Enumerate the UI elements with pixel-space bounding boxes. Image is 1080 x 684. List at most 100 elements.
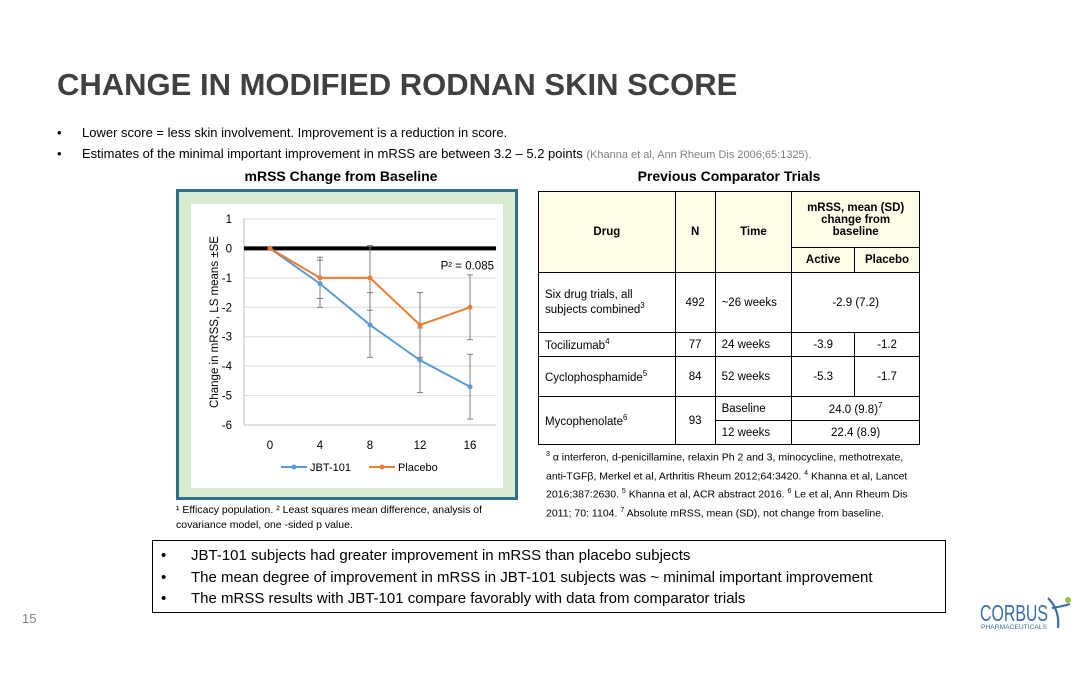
y-axis-label: Change in mRSS, LS means ±SE (209, 236, 221, 408)
cell-time: 52 weeks (714, 356, 793, 397)
x-tick-label: 16 (464, 440, 477, 452)
table-row: Cyclophosphamide5 84 52 weeks -5.3 -1.7 (538, 356, 920, 397)
summary-box: • JBT-101 subjects had greater improveme… (152, 540, 946, 613)
header-mrss: mRSS, mean (SD) change from baseline (791, 191, 920, 248)
cell-drug: Six drug trials, all subjects combined3 (538, 272, 676, 333)
p-value-annotation: P² = 0.085 (441, 260, 494, 272)
footnote-text: Khanna et al, ACR abstract 2016. (625, 488, 788, 501)
bullet-dot: • (161, 568, 167, 586)
table-row: Tocilizumab4 77 24 weeks -3.9 -1.2 (538, 332, 920, 357)
data-point (317, 275, 323, 281)
data-point (467, 304, 473, 310)
cell-combined: -2.9 (7.2) (791, 272, 920, 333)
cell-drug: Tocilizumab4 (538, 332, 676, 357)
mrss-line-chart: 10-1-2-3-4-5-60481216WeekChange in mRSS,… (209, 214, 496, 478)
data-point (367, 275, 373, 281)
header-drug: Drug (538, 191, 676, 273)
logo-figure-icon (1065, 597, 1071, 603)
bullet-text: Lower score = less skin involvement. Imp… (82, 125, 508, 140)
legend-box (269, 456, 439, 478)
chart-frame: 10-1-2-3-4-5-60481216WeekChange in mRSS,… (176, 189, 518, 500)
table-row: Six drug trials, all subjects combined3 … (538, 272, 920, 333)
bullet-dot: • (57, 146, 62, 161)
comparator-table: Drug N Time mRSS, mean (SD) change from … (538, 191, 920, 445)
summary-bullet: • JBT-101 subjects had greater improveme… (161, 545, 945, 567)
logo-tagline: PHARMACEUTICALS (981, 625, 1047, 631)
table-row: Mycophenolate6 93 Baseline 24.0 (9.8)7 (538, 396, 920, 445)
y-tick-label: 0 (226, 243, 232, 255)
y-tick-label: -1 (222, 273, 232, 285)
cell-time: Baseline (714, 396, 793, 421)
cell-time: 24 weeks (714, 332, 793, 357)
logo-swoosh-icon (1047, 597, 1071, 629)
footnote-text: Khanna et al, Lancet 2016;387:2630. (546, 470, 908, 501)
cell-drug: Cyclophosphamide5 (538, 356, 676, 397)
cell-combined: 22.4 (8.9) (791, 420, 920, 445)
footnote-ref: 7 (620, 506, 625, 514)
drug-name: Mycophenolate (545, 415, 623, 428)
summary-bullet: • The mRSS results with JBT-101 compare … (161, 588, 945, 610)
page-number: 15 (22, 611, 37, 626)
y-tick-label: -6 (222, 420, 232, 432)
header-placebo: Placebo (854, 247, 920, 273)
drug-footnote-ref: 4 (605, 337, 610, 347)
x-tick-label: 8 (367, 440, 373, 452)
table-footnotes: 3 α interferon, d-penicillamine, relaxin… (546, 447, 926, 521)
drug-footnote-ref: 3 (640, 301, 645, 311)
cell-n: 77 (674, 332, 716, 357)
bullet-dot: • (161, 590, 167, 607)
corbus-logo: CORBUS PHARMACEUTICALS (980, 597, 1071, 631)
chart-area: 10-1-2-3-4-5-60481216WeekChange in mRSS,… (191, 204, 503, 488)
cell-time: 12 weeks (714, 420, 793, 445)
header-n: N (674, 191, 716, 273)
cell-active: -3.9 (791, 332, 856, 357)
footnote-ref: 3 (546, 451, 550, 458)
data-point (367, 322, 373, 328)
header-active: Active (791, 247, 856, 273)
legend-marker (291, 464, 297, 470)
summary-bullet: • The mean degree of improvement in mRSS… (161, 567, 945, 589)
bullet-dot: • (161, 547, 167, 564)
footnote-ref: 4 (804, 469, 809, 477)
y-tick-label: -3 (222, 332, 232, 344)
drug-name: Tocilizumab (545, 339, 606, 352)
cell-placebo: -1.2 (854, 332, 920, 357)
footnote-text: Le et al, Ann Rheum Dis 2011; 70: 1104. (546, 488, 908, 520)
x-tick-label: 12 (414, 440, 427, 452)
footnote-ref: 5 (621, 488, 626, 495)
footnote-text: α interferon, d-penicillamine, relaxin P… (546, 451, 904, 483)
legend-label: JBT-101 (310, 462, 351, 474)
cell-n: 84 (674, 356, 716, 397)
chart-title: mRSS Change from Baseline (244, 168, 438, 184)
combined-value: 24.0 (9.8) (828, 403, 879, 416)
cell-placebo: -1.7 (854, 356, 920, 397)
summary-text: The mRSS results with JBT-101 compare fa… (191, 590, 746, 607)
intro-bullet: • Lower score = less skin involvement. I… (57, 122, 1047, 143)
drug-name: Six drug trials, all subjects combined (545, 289, 641, 316)
data-point (267, 245, 273, 251)
legend-marker (379, 464, 385, 470)
drug-footnote-ref: 5 (642, 369, 648, 379)
drug-name: Cyclophosphamide (545, 371, 643, 384)
bullet-dot: • (57, 125, 62, 140)
y-tick-label: -2 (222, 302, 232, 314)
value-footnote-ref: 7 (878, 401, 883, 411)
summary-text: JBT-101 subjects had greater improvement… (191, 547, 691, 564)
cell-drug: Mycophenolate6 (538, 396, 676, 445)
table-row: 12 weeks 22.4 (8.9) (539, 420, 920, 445)
intro-bullets: • Lower score = less skin involvement. I… (57, 122, 1047, 166)
bullet-citation: (Khanna et al, Ann Rheum Dis 2006;65:132… (586, 149, 812, 161)
footnote-ref: 6 (787, 488, 792, 495)
slide-title: CHANGE IN MODIFIED RODNAN SKIN SCORE (57, 67, 738, 102)
bullet-text: Estimates of the minimal important impro… (82, 146, 583, 161)
data-point (317, 281, 323, 287)
cell-time: ~26 weeks (714, 272, 793, 333)
logo-wordmark: CORBUS (980, 600, 1048, 626)
y-tick-label: 1 (226, 214, 232, 226)
intro-bullet: • Estimates of the minimal important imp… (57, 143, 1047, 166)
x-tick-label: 4 (317, 440, 324, 452)
data-point (467, 384, 473, 390)
cell-n: 492 (674, 272, 716, 333)
cell-n: 93 (674, 396, 716, 445)
footnote-text: Absolute mRSS, mean (SD), not change fro… (624, 507, 884, 519)
